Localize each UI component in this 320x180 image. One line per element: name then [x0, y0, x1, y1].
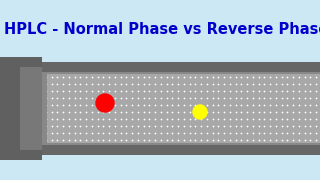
- Circle shape: [96, 94, 114, 112]
- Text: HPLC - Normal Phase vs Reverse Phase: HPLC - Normal Phase vs Reverse Phase: [4, 22, 320, 37]
- Bar: [20, 67, 42, 150]
- Bar: [40, 72, 320, 145]
- Bar: [42, 72, 47, 145]
- Bar: [40, 62, 320, 155]
- Circle shape: [193, 105, 207, 119]
- Bar: [42, 74, 320, 143]
- Bar: [0, 57, 42, 160]
